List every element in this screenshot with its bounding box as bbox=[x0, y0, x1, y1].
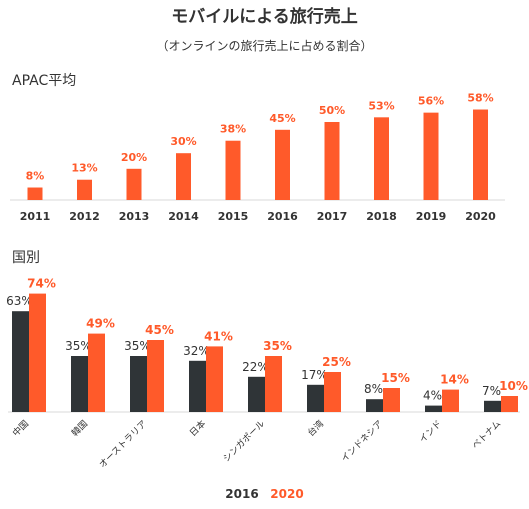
country-category-label: 日本 bbox=[187, 418, 208, 439]
apac-value-label: 38% bbox=[220, 123, 246, 136]
country-bar-2020 bbox=[324, 372, 341, 412]
apac-bar bbox=[423, 112, 439, 200]
legend-item-2020: 2020 bbox=[270, 487, 303, 501]
apac-average-chart: 8% 2011 13% 2012 20% 2013 30% 2014 38% 2015 45% 201… bbox=[10, 92, 505, 223]
country-bar-2020 bbox=[265, 356, 282, 412]
country-value-label-2020: 35% bbox=[263, 339, 292, 353]
page-subtitle: （オンラインの旅行売上に占める割合） bbox=[156, 38, 372, 53]
apac-bar bbox=[27, 187, 43, 200]
country-bar-2020 bbox=[383, 388, 400, 412]
country-bar-2016 bbox=[307, 384, 324, 412]
country-bar-2020 bbox=[206, 346, 223, 412]
country-chart: 63% 74% 中国 35% 49% 韓国 35% 45% オーストラリア 32%41% 日本 22%… bbox=[6, 277, 528, 471]
apac-bar bbox=[374, 117, 389, 200]
apac-value-label: 13% bbox=[71, 162, 97, 175]
country-bar-2020 bbox=[29, 293, 46, 412]
apac-bar bbox=[225, 140, 241, 200]
apac-year-label: 2014 bbox=[168, 210, 199, 223]
country-category-label: インドネシア bbox=[339, 418, 385, 464]
country-value-label-2016: 7% bbox=[482, 384, 501, 398]
country-value-label-2016: 8% bbox=[364, 382, 383, 396]
apac-year-label: 2016 bbox=[267, 210, 298, 223]
apac-year-label: 2017 bbox=[317, 210, 348, 223]
country-bar-2016 bbox=[130, 356, 147, 412]
apac-year-label: 2013 bbox=[119, 210, 150, 223]
apac-chart-title: APAC平均 bbox=[12, 73, 76, 89]
country-bar-2020 bbox=[442, 389, 459, 412]
country-value-label-2016: 22% bbox=[242, 360, 269, 374]
country-bar-2016 bbox=[189, 360, 206, 412]
apac-year-label: 2015 bbox=[218, 210, 249, 223]
apac-year-label: 2011 bbox=[20, 210, 51, 223]
country-value-label-2020: 41% bbox=[204, 329, 233, 343]
country-bar-2020 bbox=[501, 396, 518, 412]
legend: 2016 2020 bbox=[225, 487, 303, 501]
country-value-label-2016: 63% bbox=[6, 294, 33, 308]
country-category-label: 中国 bbox=[10, 418, 31, 439]
country-bar-2020 bbox=[147, 340, 164, 412]
country-value-label-2020: 10% bbox=[499, 379, 528, 393]
apac-value-label: 45% bbox=[269, 112, 295, 125]
apac-year-label: 2018 bbox=[366, 210, 397, 223]
apac-value-label: 8% bbox=[26, 170, 45, 183]
country-value-label-2020: 15% bbox=[381, 371, 410, 385]
apac-year-label: 2012 bbox=[69, 210, 100, 223]
country-bar-2016 bbox=[248, 376, 265, 412]
apac-value-label: 58% bbox=[467, 92, 493, 105]
country-category-label: 韓国 bbox=[70, 418, 91, 439]
country-value-label-2016: 17% bbox=[301, 368, 328, 382]
country-chart-title: 国別 bbox=[12, 250, 40, 266]
country-value-label-2016: 32% bbox=[183, 344, 210, 358]
apac-year-label: 2020 bbox=[465, 210, 496, 223]
country-bar-2016 bbox=[12, 311, 29, 412]
apac-value-label: 30% bbox=[170, 135, 196, 148]
apac-bar bbox=[176, 153, 191, 200]
country-value-label-2020: 74% bbox=[27, 277, 56, 291]
legend-item-2016: 2016 bbox=[225, 487, 258, 501]
country-value-label-2016: 4% bbox=[423, 389, 442, 403]
apac-bar bbox=[473, 109, 488, 200]
apac-bar bbox=[77, 179, 92, 200]
country-bar-2020 bbox=[88, 333, 105, 412]
country-value-label-2020: 14% bbox=[440, 373, 469, 387]
country-bar-2016 bbox=[425, 405, 442, 412]
apac-value-label: 56% bbox=[418, 95, 444, 108]
country-bar-2016 bbox=[484, 400, 501, 412]
country-category-label: 台湾 bbox=[305, 418, 326, 439]
apac-bar bbox=[275, 129, 290, 200]
apac-bar bbox=[324, 122, 340, 200]
apac-value-label: 53% bbox=[368, 99, 394, 112]
country-category-label: シンガポール bbox=[221, 418, 267, 464]
country-value-label-2016: 35% bbox=[65, 339, 92, 353]
country-category-label: ベトナム bbox=[470, 418, 503, 451]
country-value-label-2016: 35% bbox=[124, 339, 151, 353]
country-bar-2016 bbox=[71, 356, 88, 412]
apac-year-label: 2019 bbox=[416, 210, 447, 223]
apac-bar bbox=[126, 168, 142, 200]
apac-value-label: 50% bbox=[319, 104, 345, 117]
apac-value-label: 20% bbox=[121, 151, 147, 164]
country-bar-2016 bbox=[366, 399, 383, 412]
country-category-label: オーストラリア bbox=[97, 418, 149, 470]
country-value-label-2020: 49% bbox=[86, 317, 115, 331]
country-value-label-2020: 45% bbox=[145, 323, 174, 337]
country-category-label: インド bbox=[418, 419, 444, 445]
page-title: モバイルによる旅行売上 bbox=[171, 6, 358, 27]
country-value-label-2020: 25% bbox=[322, 355, 351, 369]
